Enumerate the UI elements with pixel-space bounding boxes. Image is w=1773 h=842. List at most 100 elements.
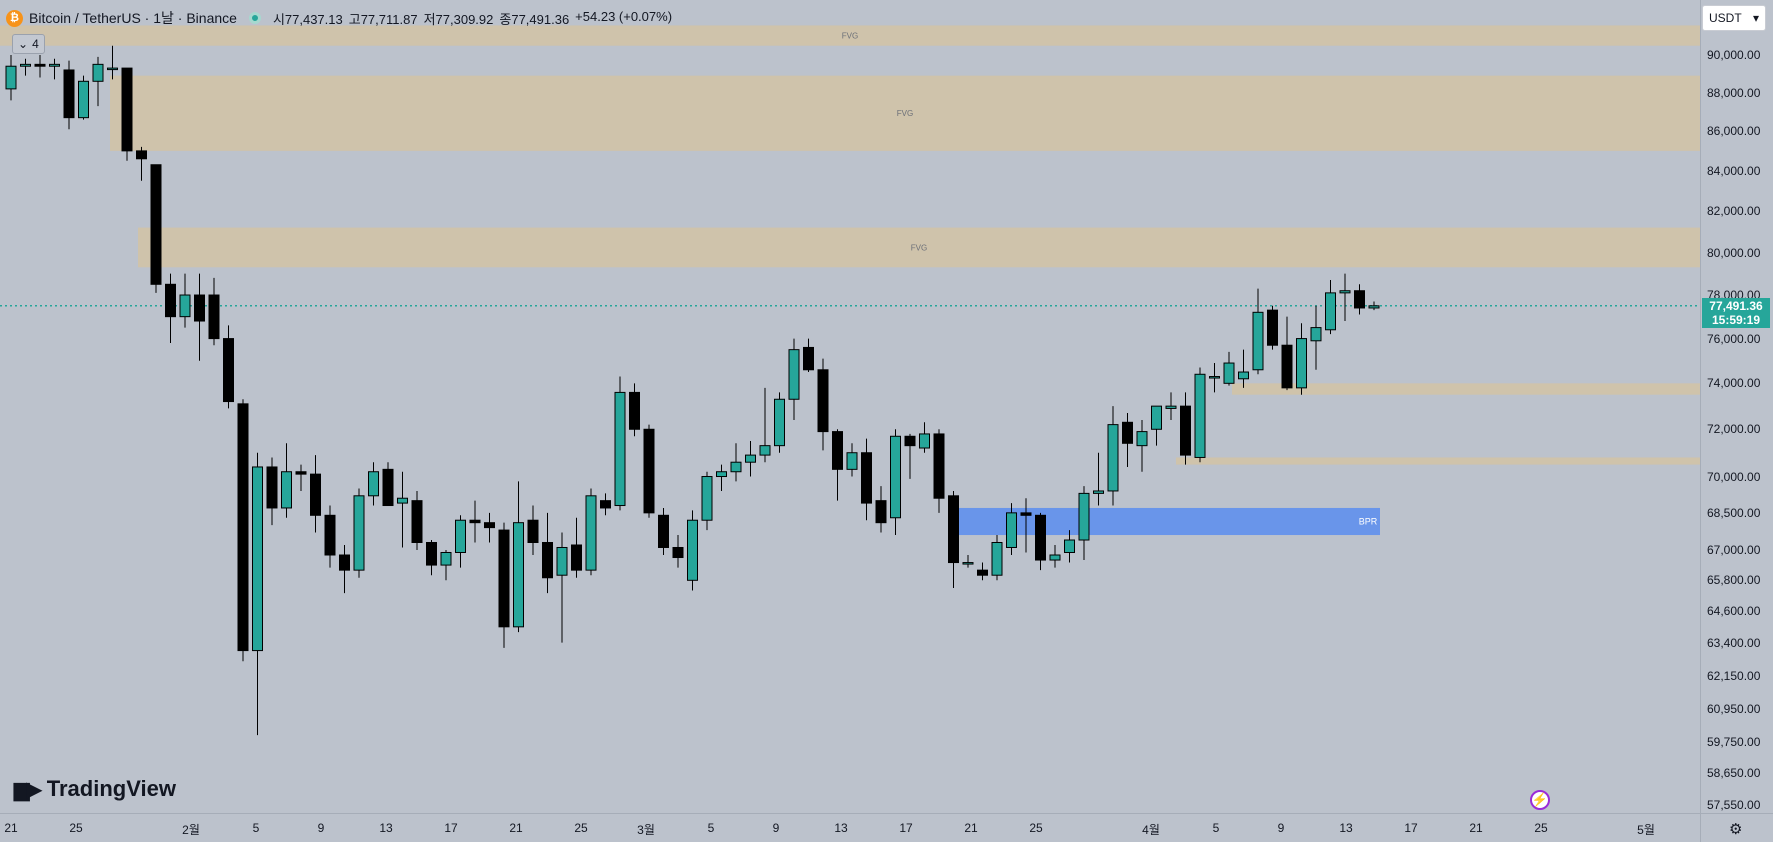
tradingview-mark-icon: ▆▶ bbox=[14, 778, 42, 801]
candle-body bbox=[440, 551, 452, 566]
price-tick-label: 63,400.00 bbox=[1707, 635, 1761, 650]
price-tick-label: 72,000.00 bbox=[1707, 422, 1761, 437]
candle-body bbox=[846, 452, 858, 470]
candle-body bbox=[295, 471, 307, 475]
last-price-value: 77,491.36 bbox=[1709, 298, 1763, 313]
candle-body bbox=[223, 338, 234, 403]
candle-body bbox=[78, 80, 89, 119]
candle-body bbox=[455, 519, 466, 553]
zone-fvg bbox=[110, 75, 1700, 151]
candle-body bbox=[397, 497, 408, 504]
time-tick-label: 5 bbox=[252, 821, 260, 835]
candle-body bbox=[281, 471, 292, 509]
time-axis[interactable]: 21 25 2월 5 9 13 17 21 25 3월 5 9 13 17 21 25 4월 5 9 13 17 21 25… bbox=[0, 813, 1700, 842]
tradingview-logo[interactable]: ▆▶ TradingView bbox=[14, 776, 176, 802]
candle-body bbox=[368, 471, 379, 497]
candle-body bbox=[658, 514, 669, 548]
candle-body bbox=[310, 473, 321, 516]
ohlc-high: 고77,711.87 bbox=[348, 11, 418, 27]
candle-body bbox=[542, 541, 553, 579]
candle-body bbox=[875, 500, 887, 524]
zone-label: FVG bbox=[911, 243, 927, 252]
candle-body bbox=[1020, 512, 1032, 516]
candle-body bbox=[933, 433, 945, 499]
time-tick-label: 21 bbox=[964, 821, 978, 835]
gear-icon[interactable]: ⚙ bbox=[1729, 821, 1743, 838]
tradingview-logo-text: TradingView bbox=[46, 776, 176, 801]
price-tick-label: 82,000.00 bbox=[1707, 204, 1761, 219]
candle-body bbox=[92, 63, 104, 82]
price-tick-label: 74,000.00 bbox=[1707, 376, 1761, 391]
candle-body bbox=[1354, 290, 1365, 309]
candle-body bbox=[759, 445, 771, 456]
time-tick-label: 25 bbox=[574, 821, 588, 835]
candle-body bbox=[832, 431, 843, 470]
candle-body bbox=[585, 495, 597, 571]
time-tick-label: 9 bbox=[1277, 821, 1285, 835]
candle-body bbox=[237, 403, 249, 652]
candle-body bbox=[208, 294, 220, 340]
candle-body bbox=[107, 67, 118, 71]
candle-body bbox=[498, 529, 510, 628]
candle-body bbox=[1368, 305, 1380, 309]
candle-body bbox=[266, 466, 278, 509]
candle-body bbox=[745, 454, 756, 463]
market-status-icon bbox=[248, 12, 261, 24]
price-tick-label: 58,650.00 bbox=[1707, 766, 1761, 781]
candle-body bbox=[339, 554, 350, 571]
candle-body bbox=[1078, 492, 1090, 541]
candle-body bbox=[179, 294, 191, 318]
candle-body bbox=[150, 164, 162, 285]
time-tick-label: 5 bbox=[1212, 821, 1220, 835]
ohlc-change: +54.23 (+0.07%) bbox=[575, 8, 673, 24]
candle-body bbox=[194, 294, 205, 322]
candle-body bbox=[1006, 512, 1017, 548]
candle-body bbox=[1339, 290, 1351, 294]
candle-body bbox=[411, 500, 423, 543]
candle-body bbox=[788, 349, 800, 400]
time-tick-label: 9 bbox=[317, 821, 325, 835]
symbol-title[interactable]: Bitcoin / TetherUS · 1날 · Binance bbox=[29, 10, 237, 26]
candle-body bbox=[1325, 292, 1336, 331]
time-tick-label: 2월 bbox=[182, 823, 200, 837]
candle-body bbox=[730, 461, 742, 473]
candle-countdown: 15:59:19 bbox=[1711, 312, 1761, 327]
candle-body bbox=[165, 283, 176, 318]
candle-body bbox=[1209, 376, 1220, 379]
candle-body bbox=[817, 369, 829, 433]
candle-body bbox=[1194, 373, 1206, 458]
time-tick-label: 21 bbox=[4, 821, 18, 835]
price-axis[interactable]: 90,000.00 88,000.00 86,000.00 84,000.00 82,0… bbox=[1700, 0, 1773, 813]
price-tick-label: 68,500.00 bbox=[1707, 505, 1761, 520]
price-tick-label: 80,000.00 bbox=[1707, 245, 1761, 260]
candle-body bbox=[716, 471, 727, 478]
indicator-count: 4 bbox=[32, 37, 39, 51]
candle-body bbox=[382, 468, 394, 507]
candle-body bbox=[904, 435, 916, 447]
candle-body bbox=[643, 428, 655, 514]
candle-body bbox=[121, 67, 133, 152]
candle-body bbox=[556, 546, 568, 576]
candle-body bbox=[571, 544, 582, 571]
candle-body bbox=[1049, 554, 1061, 561]
ohlc-values: 시77,437.13 고77,711.87 저77,309.92 종77,491… bbox=[273, 9, 672, 28]
zone-fvg bbox=[1176, 457, 1700, 465]
lightning-icon[interactable]: ⚡ bbox=[1530, 790, 1550, 810]
currency-select[interactable]: USDT ▾ bbox=[1702, 5, 1766, 31]
time-tick-label: 13 bbox=[834, 821, 848, 835]
chart-plot-area[interactable]: FVGFVGFVGFVGFVGBPR ₿ Bitcoin / TetherUS … bbox=[0, 0, 1700, 813]
zone-fvg bbox=[138, 227, 1700, 268]
time-tick-label: 17 bbox=[444, 821, 458, 835]
candle-body bbox=[1310, 327, 1322, 342]
time-tick-label: 5 bbox=[707, 821, 715, 835]
indicators-toggle-button[interactable]: ⌄ 4 bbox=[12, 34, 45, 54]
currency-label: USDT bbox=[1709, 11, 1742, 25]
candle-body bbox=[1064, 539, 1075, 553]
candle-body bbox=[426, 541, 437, 566]
zone-label: FVG bbox=[842, 32, 858, 41]
zone-fvg bbox=[0, 25, 1700, 46]
axis-corner: ⚙ bbox=[1700, 813, 1773, 842]
candle-body bbox=[600, 500, 611, 509]
ohlc-close: 종77,491.36 bbox=[499, 11, 570, 27]
price-tick-label: 67,000.00 bbox=[1707, 542, 1761, 557]
